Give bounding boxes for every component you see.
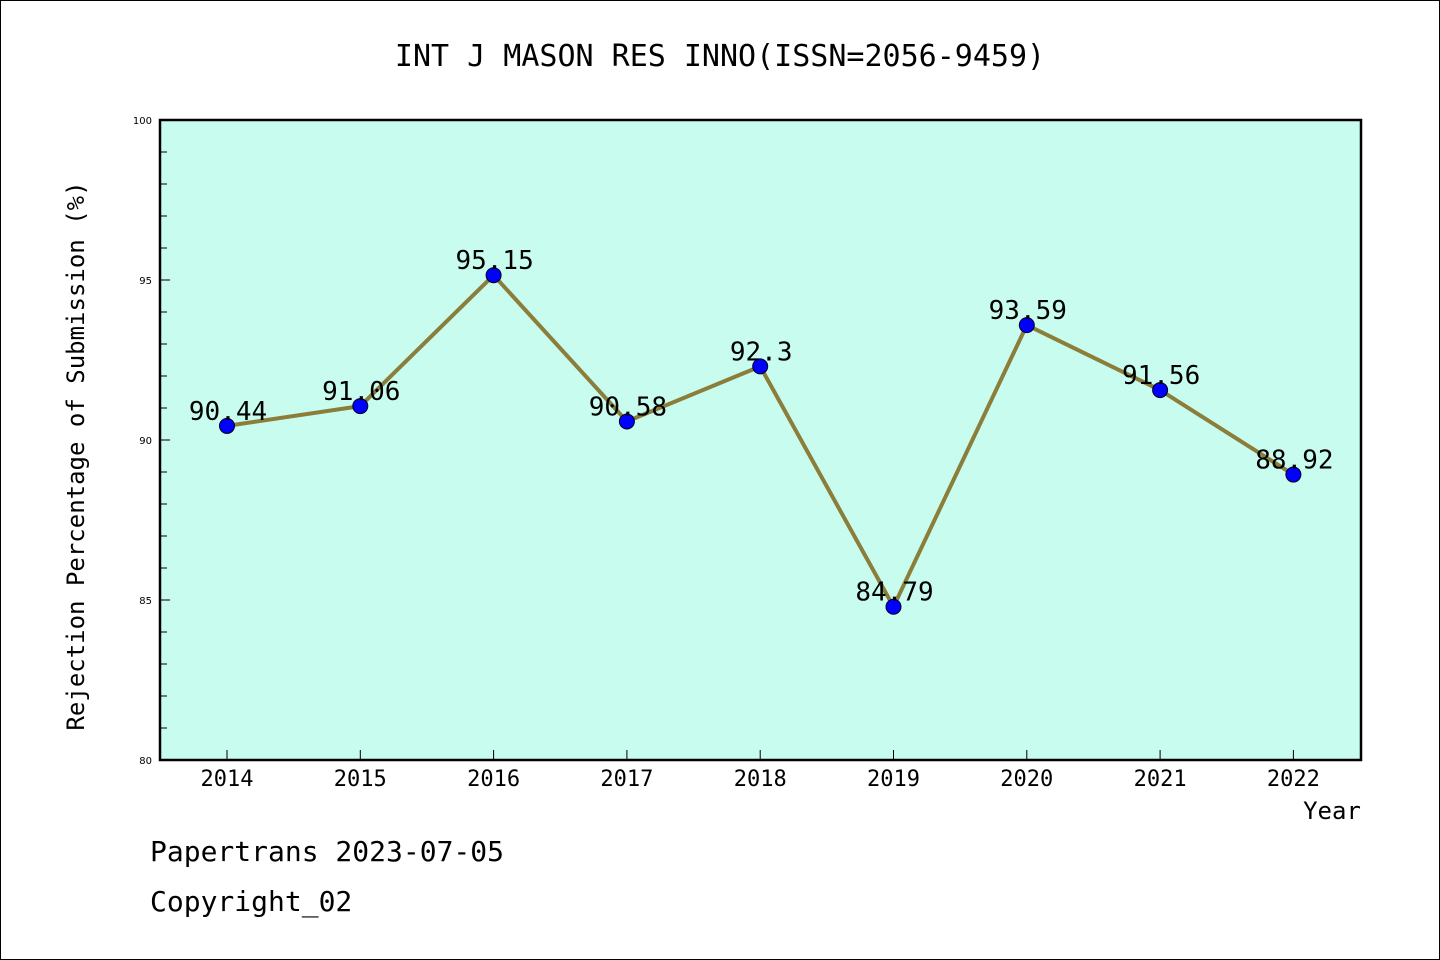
data-point — [885, 598, 902, 615]
y-tick-label: 85 — [139, 596, 152, 607]
data-label: 88.92 — [1255, 446, 1333, 476]
data-point — [1285, 466, 1302, 483]
data-point — [352, 398, 369, 415]
plot-border — [158, 118, 1363, 762]
data-point — [752, 358, 769, 375]
chart-title: INT J MASON RES INNO(ISSN=2056-9459) — [395, 39, 1045, 74]
x-tick-label: 2020 — [1000, 767, 1053, 792]
data-point — [618, 413, 635, 430]
x-tick-label: 2021 — [1134, 767, 1187, 792]
x-tick-label: 2022 — [1267, 767, 1320, 792]
data-label: 91.56 — [1122, 361, 1200, 391]
y-axis-label: Rejection Percentage of Submission (%) — [62, 181, 90, 730]
plot-area — [160, 120, 1361, 760]
series-line-group: 90.44 91.06 95.15 90.58 92.3 84.79 93.59 91.56 8… — [189, 246, 1334, 615]
data-label: 90.44 — [189, 397, 267, 427]
data-label: 95.15 — [455, 246, 533, 276]
x-tick-label: 2016 — [467, 767, 520, 792]
footer-copyright: Copyright_02 — [150, 885, 353, 918]
y-tick-label: 90 — [139, 436, 152, 447]
footer-date: Papertrans 2023-07-05 — [150, 835, 505, 868]
data-point — [1152, 382, 1169, 399]
data-label: 91.06 — [322, 377, 400, 407]
y-tick-label: 80 — [139, 756, 152, 767]
data-label: 84.79 — [855, 578, 933, 608]
y-tick-label: 95 — [139, 276, 152, 287]
x-tick-label: 2018 — [734, 767, 787, 792]
x-tick-label: 2015 — [334, 767, 387, 792]
data-label: 93.59 — [989, 296, 1067, 326]
x-axis: 2014 2015 2016 2017 2018 2019 2020 2021 2022 — [201, 750, 1320, 792]
x-tick-label: 2014 — [201, 767, 254, 792]
x-tick-label: 2017 — [600, 767, 653, 792]
x-axis-label: Year — [1303, 797, 1361, 825]
data-point — [1018, 317, 1035, 334]
data-label: 90.58 — [589, 392, 667, 422]
x-tick-label: 2019 — [867, 767, 920, 792]
data-point — [485, 267, 502, 284]
y-tick-label: 100 — [133, 116, 152, 127]
data-label: 92.3 — [730, 337, 793, 367]
data-point — [219, 417, 235, 434]
